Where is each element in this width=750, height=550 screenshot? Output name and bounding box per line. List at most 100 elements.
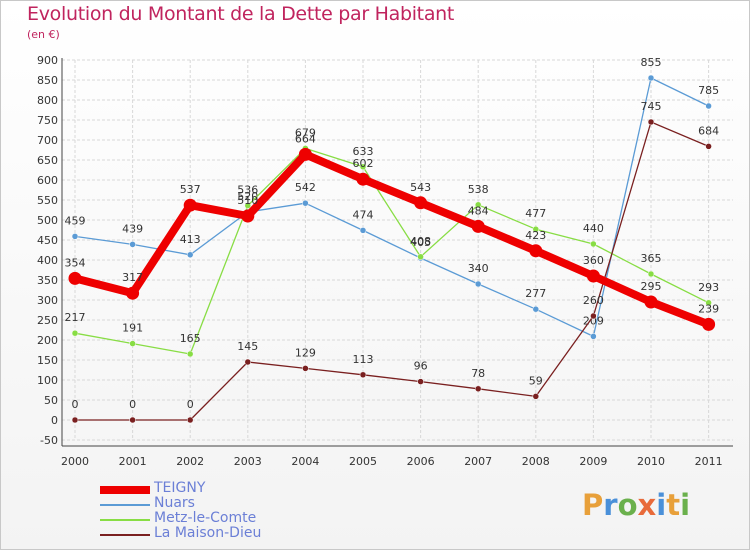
y-tick-label: 100	[37, 374, 58, 387]
data-point-teigny	[529, 244, 543, 258]
y-tick-label: 850	[37, 74, 58, 87]
data-label-la-maison-dieu: 113	[353, 353, 374, 366]
y-tick-label: 700	[37, 134, 58, 147]
data-point-teigny	[126, 286, 140, 300]
data-label-teigny: 602	[353, 157, 374, 170]
data-point-la-maison-dieu	[129, 416, 136, 424]
data-label-teigny: 354	[65, 256, 86, 269]
data-point-teigny	[183, 198, 197, 212]
brand-logo: Proxiti	[582, 488, 690, 522]
data-label-nuars: 785	[698, 84, 719, 97]
data-label-nuars: 474	[353, 208, 374, 221]
y-tick-label: 800	[37, 94, 58, 107]
data-label-nuars: 405	[410, 236, 431, 249]
series-line-nuars	[74, 77, 709, 338]
legend-swatch-nuars	[100, 504, 150, 506]
x-tick-label: 2004	[291, 455, 319, 468]
x-tick-label: 2002	[176, 455, 204, 468]
brand-letter: t	[666, 488, 681, 522]
data-point-nuars	[129, 241, 136, 248]
data-label-teigny: 484	[468, 204, 489, 217]
data-label-metz-le-comte: 408	[410, 235, 431, 248]
data-point-la-maison-dieu	[71, 416, 79, 424]
data-point-nuars	[705, 102, 712, 110]
series-line-metz-le-comte	[74, 147, 709, 355]
legend-label-teigny: TEIGNY	[154, 480, 206, 496]
data-point-nuars	[71, 233, 79, 240]
data-label-teigny: 510	[237, 194, 258, 207]
data-point-la-maison-dieu	[647, 118, 655, 126]
y-tick-label: 150	[37, 354, 58, 367]
y-tick-label: 650	[37, 154, 58, 167]
data-point-metz-le-comte	[474, 201, 482, 209]
data-point-nuars	[590, 333, 597, 340]
x-tick-label: 2009	[579, 455, 607, 468]
data-label-metz-le-comte: 440	[583, 222, 604, 235]
data-label-metz-le-comte: 536	[237, 184, 258, 197]
data-point-teigny	[414, 196, 428, 210]
data-label-nuars: 439	[122, 222, 143, 235]
data-label-la-maison-dieu: 684	[698, 124, 719, 137]
x-tick-label: 2000	[61, 455, 89, 468]
data-label-metz-le-comte: 191	[122, 322, 143, 335]
data-point-metz-le-comte	[417, 253, 424, 261]
data-label-la-maison-dieu: 745	[641, 100, 662, 113]
data-label-la-maison-dieu: 0	[187, 398, 194, 411]
data-point-metz-le-comte	[532, 225, 540, 233]
y-tick-label: 0	[51, 414, 58, 427]
data-point-metz-le-comte	[705, 299, 712, 307]
data-point-la-maison-dieu	[244, 358, 252, 366]
data-point-teigny	[356, 172, 370, 186]
data-label-nuars: 277	[525, 287, 546, 300]
data-label-metz-le-comte: 165	[180, 332, 201, 345]
data-label-la-maison-dieu: 78	[471, 367, 485, 380]
data-point-metz-le-comte	[129, 340, 136, 347]
data-label-la-maison-dieu: 96	[414, 360, 428, 373]
data-point-la-maison-dieu	[359, 371, 367, 379]
legend-swatch-la-maison-dieu	[100, 534, 150, 536]
data-label-metz-le-comte: 477	[525, 207, 546, 220]
brand-letter: i	[680, 488, 691, 522]
data-label-teigny: 537	[180, 183, 201, 196]
data-point-nuars	[186, 251, 194, 259]
y-tick-label: 750	[37, 114, 58, 127]
data-point-teigny	[471, 219, 485, 233]
x-tick-label: 2003	[234, 455, 262, 468]
legend-swatch-teigny	[100, 486, 150, 494]
data-label-nuars: 542	[295, 181, 316, 194]
data-label-la-maison-dieu: 145	[237, 340, 258, 353]
data-label-la-maison-dieu: 59	[529, 374, 543, 387]
y-tick-label: 450	[37, 234, 58, 247]
data-label-metz-le-comte: 538	[468, 183, 489, 196]
data-point-la-maison-dieu	[532, 393, 540, 400]
data-point-teigny	[702, 317, 716, 331]
brand-letter: r	[603, 488, 618, 522]
data-label-teigny: 239	[698, 302, 719, 315]
data-point-nuars	[359, 227, 367, 234]
data-point-nuars	[474, 280, 482, 288]
y-tick-label: 600	[37, 174, 58, 187]
data-label-la-maison-dieu: 260	[583, 294, 604, 307]
y-tick-label: 900	[37, 54, 58, 67]
data-point-la-maison-dieu	[417, 378, 424, 385]
data-point-la-maison-dieu	[186, 416, 194, 424]
data-label-nuars: 413	[180, 233, 201, 246]
data-point-metz-le-comte	[186, 350, 194, 358]
data-label-teigny: 423	[525, 229, 546, 242]
legend-label-la-maison-dieu: La Maison-Dieu	[154, 525, 262, 541]
brand-letter: i	[656, 488, 667, 522]
data-label-la-maison-dieu: 0	[72, 398, 79, 411]
legend-swatch-metz-le-comte	[100, 519, 150, 521]
data-label-metz-le-comte: 633	[353, 145, 374, 158]
data-label-metz-le-comte: 293	[698, 281, 719, 294]
data-label-teigny: 360	[583, 254, 604, 267]
data-point-teigny	[644, 295, 658, 309]
data-point-la-maison-dieu	[705, 143, 712, 150]
data-point-la-maison-dieu	[590, 312, 597, 320]
data-point-teigny	[241, 209, 255, 223]
data-point-metz-le-comte	[590, 240, 597, 248]
data-label-la-maison-dieu: 129	[295, 346, 316, 359]
data-label-nuars: 459	[65, 214, 86, 227]
